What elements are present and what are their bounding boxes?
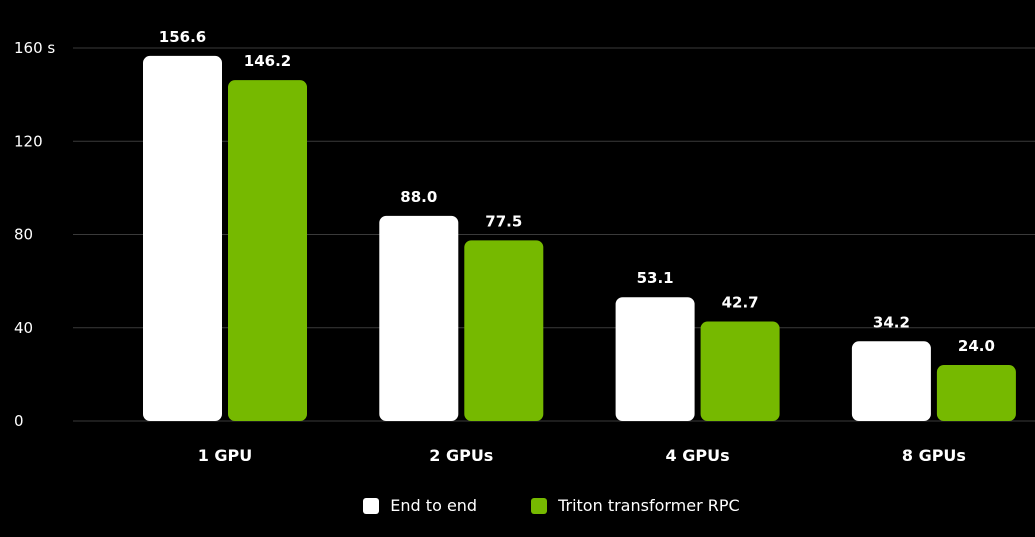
- legend-item-triton-rpc: Triton transformer RPC: [531, 496, 740, 515]
- y-tick-label: 40: [14, 319, 33, 337]
- bar: [936, 365, 1016, 421]
- bar: [464, 240, 544, 421]
- x-category-label: 8 GPUs: [902, 446, 966, 465]
- x-category-label: 2 GPUs: [429, 446, 493, 465]
- legend-label-triton-rpc: Triton transformer RPC: [558, 496, 740, 515]
- legend-item-end-to-end: End to end: [363, 496, 477, 515]
- y-tick-label: 0: [14, 412, 24, 430]
- data-label: 146.2: [244, 52, 291, 70]
- bar: [700, 321, 780, 421]
- y-tick-label: 160 s: [14, 39, 55, 57]
- bar: [379, 215, 459, 421]
- bar: [615, 297, 695, 421]
- data-label: 34.2: [873, 313, 910, 331]
- legend-label-end-to-end: End to end: [390, 496, 478, 515]
- data-label: 53.1: [637, 269, 674, 287]
- x-category-label: 1 GPU: [198, 446, 253, 465]
- bar: [143, 55, 222, 422]
- data-label: 77.5: [485, 212, 522, 230]
- bar-chart: 0 40 80 120 160 s 156.6 146.2 1 GPU 88.0 77.5 2 GP…: [14, 28, 1035, 465]
- data-label: 24.0: [958, 337, 995, 355]
- bar: [851, 341, 931, 421]
- bar: [228, 80, 307, 421]
- legend-swatch-end-to-end: [363, 497, 380, 514]
- data-label: 88.0: [400, 188, 437, 206]
- data-label: 42.7: [722, 293, 759, 311]
- y-tick-label: 120: [14, 132, 43, 150]
- x-category-label: 4 GPUs: [666, 446, 730, 465]
- legend: End to end Triton transformer RPC: [0, 496, 1035, 515]
- y-tick-label: 80: [14, 226, 33, 244]
- legend-swatch-triton-rpc: [531, 497, 548, 514]
- data-label: 156.6: [159, 28, 206, 46]
